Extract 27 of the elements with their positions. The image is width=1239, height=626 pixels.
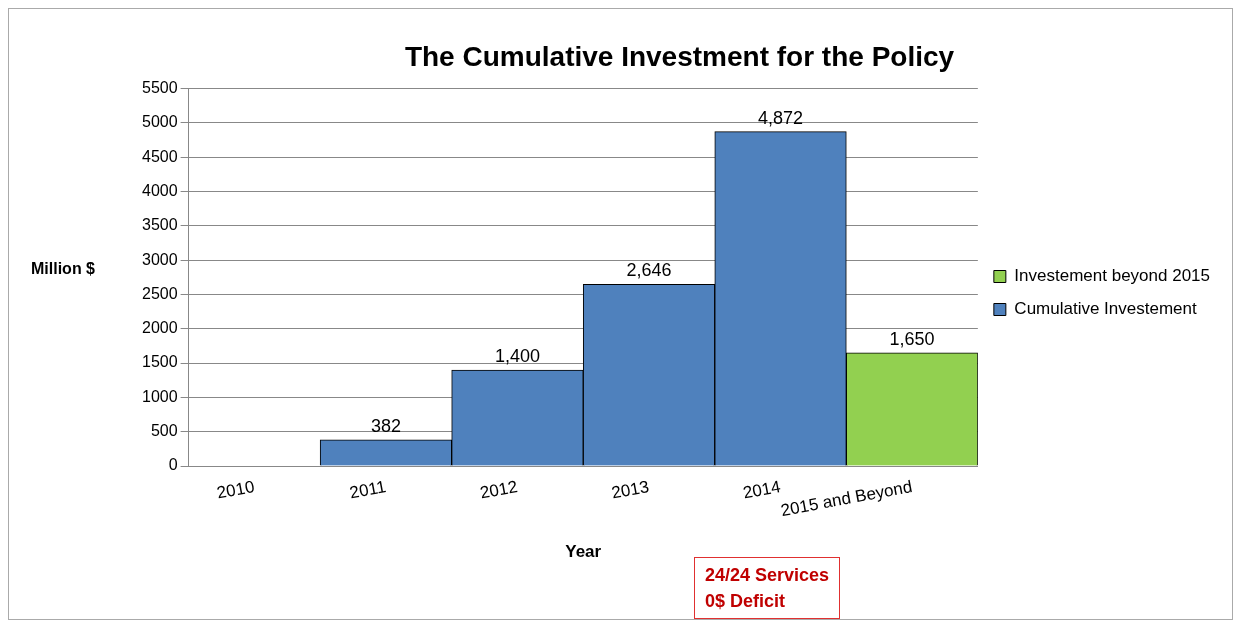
y-axis-title: Million $ bbox=[31, 259, 96, 277]
y-tick-label: 5000 bbox=[142, 113, 178, 131]
y-tick-label: 4500 bbox=[142, 147, 178, 165]
y-tick-label: 2000 bbox=[142, 319, 178, 337]
legend-label: Cumulative Investement bbox=[1014, 299, 1197, 319]
y-tick-label: 1000 bbox=[142, 387, 178, 405]
data-label: 1,650 bbox=[889, 328, 935, 349]
y-tick-label: 5500 bbox=[142, 79, 178, 97]
legend-label: Investement beyond 2015 bbox=[1014, 266, 1211, 286]
y-tick-label: 2500 bbox=[142, 284, 178, 302]
y-tick-label: 3500 bbox=[142, 216, 178, 234]
data-label: 2,646 bbox=[626, 260, 672, 281]
x-tick-label: 2012 bbox=[478, 476, 520, 503]
data-label: 1,400 bbox=[494, 345, 540, 366]
y-tick-label: 0 bbox=[168, 456, 178, 474]
x-tick-label: 2013 bbox=[609, 476, 651, 503]
y-tick-label: 500 bbox=[150, 422, 178, 440]
x-tick-label: 2011 bbox=[348, 476, 388, 503]
x-tick-label: 2010 bbox=[215, 476, 256, 503]
chart-title: The Cumulative Investment for the Policy bbox=[404, 40, 955, 72]
data-label: 4,872 bbox=[758, 107, 804, 128]
y-tick-label: 1500 bbox=[142, 353, 178, 371]
y-tick-label: 4000 bbox=[142, 181, 178, 199]
x-axis-title: Year bbox=[565, 542, 602, 562]
text: 24/24 Services 0$ Deficit bbox=[694, 557, 841, 619]
y-tick-label: 3000 bbox=[142, 250, 178, 268]
data-label: 382 bbox=[370, 415, 401, 436]
